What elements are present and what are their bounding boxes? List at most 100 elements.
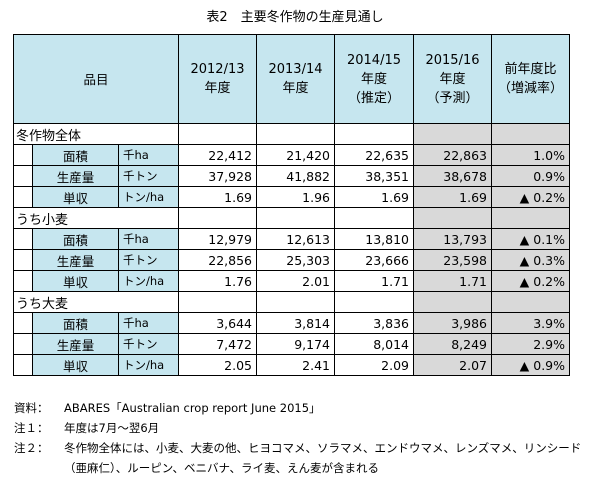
empty-cell xyxy=(256,291,335,313)
table-row: 生産量 千トン 7,472 9,174 8,014 8,249 2.9% xyxy=(13,333,570,355)
value-2015: 38,678 xyxy=(413,165,492,187)
indent-cell xyxy=(13,333,33,355)
value-2015: 22,863 xyxy=(413,144,492,166)
empty-cell xyxy=(413,207,492,229)
value-2013: 1.96 xyxy=(256,186,335,208)
header-2012: 2012/13 年度 xyxy=(178,34,257,124)
group-row: 冬作物全体 xyxy=(13,123,570,145)
item-cell: 生産量 xyxy=(32,333,119,355)
indent-cell xyxy=(13,165,33,187)
unit-cell: 千ha xyxy=(118,144,179,166)
item-cell: 面積 xyxy=(32,312,119,334)
value-2012: 22,412 xyxy=(178,144,257,166)
value-2015: 23,598 xyxy=(413,249,492,271)
unit-cell: 千トン xyxy=(118,333,179,355)
unit-cell: トン/ha xyxy=(118,354,179,376)
header-2013: 2013/14 年度 xyxy=(256,34,335,124)
value-2014: 1.71 xyxy=(334,270,414,292)
group-name: うち小麦 xyxy=(13,207,179,229)
value-2013: 25,303 xyxy=(256,249,335,271)
empty-cell xyxy=(491,291,570,313)
note-source: 資料： ABARES「Australian crop report June 2… xyxy=(14,401,321,415)
empty-cell xyxy=(178,291,257,313)
value-2012: 12,979 xyxy=(178,228,257,250)
unit-cell: トン/ha xyxy=(118,270,179,292)
table-row: 単収 トン/ha 1.69 1.96 1.69 1.69 ▲ 0.2% xyxy=(13,186,570,208)
empty-cell xyxy=(256,123,335,145)
notes: 資料： ABARES「Australian crop report June 2… xyxy=(14,398,584,478)
item-cell: 面積 xyxy=(32,144,119,166)
value-2013: 2.01 xyxy=(256,270,335,292)
value-2012: 3,644 xyxy=(178,312,257,334)
header-change: 前年度比 （増減率） xyxy=(491,34,570,124)
group-row: うち小麦 xyxy=(13,207,570,229)
value-2012: 37,928 xyxy=(178,165,257,187)
value-change: 3.9% xyxy=(491,312,570,334)
value-2012: 1.76 xyxy=(178,270,257,292)
group-name: うち大麦 xyxy=(13,291,179,313)
value-2013: 41,882 xyxy=(256,165,335,187)
value-2014: 2.09 xyxy=(334,354,414,376)
value-change: ▲ 0.2% xyxy=(491,186,570,208)
indent-cell xyxy=(13,228,33,250)
table-row: 単収 トン/ha 2.05 2.41 2.09 2.07 ▲ 0.9% xyxy=(13,354,570,376)
value-change: 1.0% xyxy=(491,144,570,166)
note-2: 注２： 冬作物全体には、小麦、大麦の他、ヒヨコマメ、ソラマメ、エンドウマメ、レン… xyxy=(14,441,582,475)
indent-cell xyxy=(13,270,33,292)
value-change: 0.9% xyxy=(491,165,570,187)
value-2013: 3,814 xyxy=(256,312,335,334)
header-item: 品目 xyxy=(13,34,179,124)
value-2014: 13,810 xyxy=(334,228,414,250)
empty-cell xyxy=(491,123,570,145)
value-2012: 1.69 xyxy=(178,186,257,208)
value-2013: 2.41 xyxy=(256,354,335,376)
group-row: うち大麦 xyxy=(13,291,570,313)
table-row: 生産量 千トン 37,928 41,882 38,351 38,678 0.9% xyxy=(13,165,570,187)
table-row: 面積 千ha 22,412 21,420 22,635 22,863 1.0% xyxy=(13,144,570,166)
empty-cell xyxy=(413,291,492,313)
header-2014: 2014/15 年度 （推定） xyxy=(334,34,414,124)
item-cell: 生産量 xyxy=(32,165,119,187)
value-change: ▲ 0.3% xyxy=(491,249,570,271)
value-2014: 1.69 xyxy=(334,186,414,208)
indent-cell xyxy=(13,186,33,208)
value-2014: 8,014 xyxy=(334,333,414,355)
indent-cell xyxy=(13,249,33,271)
empty-cell xyxy=(334,291,414,313)
table-row: 面積 千ha 12,979 12,613 13,810 13,793 ▲ 0.1% xyxy=(13,228,570,250)
empty-cell xyxy=(256,207,335,229)
indent-cell xyxy=(13,354,33,376)
value-2014: 38,351 xyxy=(334,165,414,187)
value-2015: 1.69 xyxy=(413,186,492,208)
value-2014: 22,635 xyxy=(334,144,414,166)
table-row: 生産量 千トン 22,856 25,303 23,666 23,598 ▲ 0.3% xyxy=(13,249,570,271)
header-2015: 2015/16 年度 （予測） xyxy=(413,34,492,124)
production-table: 品目 2012/13 年度 2013/14 年度 2014/15 年度 （推定） 201… xyxy=(13,34,570,376)
empty-cell xyxy=(334,207,414,229)
value-change: 2.9% xyxy=(491,333,570,355)
value-change: ▲ 0.1% xyxy=(491,228,570,250)
value-2013: 9,174 xyxy=(256,333,335,355)
indent-cell xyxy=(13,312,33,334)
unit-cell: 千ha xyxy=(118,228,179,250)
group-name: 冬作物全体 xyxy=(13,123,179,145)
empty-cell xyxy=(178,207,257,229)
item-cell: 面積 xyxy=(32,228,119,250)
value-2012: 22,856 xyxy=(178,249,257,271)
unit-cell: トン/ha xyxy=(118,186,179,208)
item-cell: 単収 xyxy=(32,354,119,376)
item-cell: 単収 xyxy=(32,270,119,292)
item-cell: 生産量 xyxy=(32,249,119,271)
unit-cell: 千トン xyxy=(118,165,179,187)
table-row: 面積 千ha 3,644 3,814 3,836 3,986 3.9% xyxy=(13,312,570,334)
empty-cell xyxy=(334,123,414,145)
value-2015: 13,793 xyxy=(413,228,492,250)
value-2012: 2.05 xyxy=(178,354,257,376)
value-change: ▲ 0.2% xyxy=(491,270,570,292)
header-row: 品目 2012/13 年度 2013/14 年度 2014/15 年度 （推定） 201… xyxy=(13,34,570,124)
value-2015: 2.07 xyxy=(413,354,492,376)
unit-cell: 千ha xyxy=(118,312,179,334)
value-change: ▲ 0.9% xyxy=(491,354,570,376)
value-2014: 3,836 xyxy=(334,312,414,334)
unit-cell: 千トン xyxy=(118,249,179,271)
